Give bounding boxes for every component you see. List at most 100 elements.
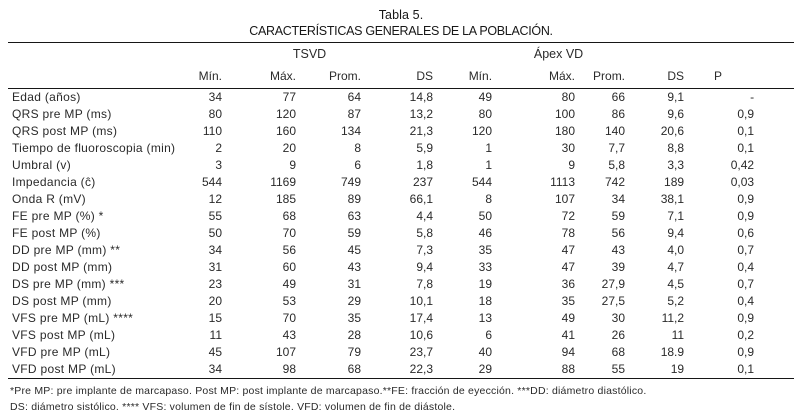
cell-value: 0,9: [737, 209, 755, 223]
cell-value: 20: [208, 294, 222, 308]
cell-value: 23,7: [409, 345, 434, 359]
column-header-mx-1: Máx.: [222, 64, 296, 89]
cell-value: 15: [208, 311, 222, 325]
cell-value: 120: [275, 107, 296, 121]
cell-value: 9,4: [667, 226, 685, 240]
table-row: Tiempo de fluoroscopia (min) 2 20 8 5,9 1 30 7,…: [8, 140, 794, 157]
cell-value: 43: [611, 243, 626, 257]
group-header-row: TSVD Ápex VD: [8, 43, 794, 65]
cell-value: 22,3: [361, 361, 434, 379]
cell-value: 237: [413, 175, 434, 189]
table-row: DD post MP (mm) 31 60 43 9,4 33 47 39 4,7 0,4: [8, 259, 794, 276]
cell-value: 10,1: [409, 294, 434, 308]
row-label: DD pre MP (mm) **: [12, 243, 121, 257]
cell-value: 1: [485, 141, 493, 155]
cell-value: 4,0: [667, 243, 685, 257]
cell-value: 0,4: [737, 294, 755, 308]
table-row: Edad (años) 34 77 64 14,8 49 80 66 9,1 -: [8, 89, 794, 107]
cell-value: 0,4: [737, 260, 755, 274]
row-label: VFD pre MP (mL): [12, 345, 111, 359]
cell-value: 43: [282, 328, 296, 342]
cell-value: 27,9: [601, 277, 626, 291]
table-row: VFS post MP (mL) 11 43 28 10,6 6 41 26 11 0,2: [8, 327, 794, 344]
cell-value: 45: [347, 243, 361, 257]
group-header-spacer: [8, 43, 186, 65]
cell-value: 86: [611, 107, 626, 121]
cell-value: 7,7: [608, 141, 626, 155]
cell-value: 23: [208, 277, 222, 291]
row-label: QRS post MP (ms): [12, 124, 118, 138]
cell-value: 33: [478, 260, 493, 274]
cell-value: 56: [611, 226, 626, 240]
cell-value: 14,8: [409, 90, 434, 104]
cell-value: 94: [561, 345, 576, 359]
cell-value: 45: [208, 345, 222, 359]
column-header-row: Mín. Máx. Prom. DS Mín. Máx. Prom. DS P: [8, 64, 795, 89]
cell-value: 4,5: [667, 277, 685, 291]
cell-value: 59: [347, 226, 361, 240]
cell-value: 4,4: [416, 209, 434, 223]
cell-value: 50: [208, 226, 222, 240]
cell-value: 9,4: [416, 260, 434, 274]
cell-value: 1113: [550, 175, 576, 189]
cell-value: 0,6: [737, 226, 755, 240]
cell-value: 49: [561, 311, 576, 325]
cell-value: 80: [561, 90, 576, 104]
cell-value: 80: [208, 107, 222, 121]
cell-value: 68: [611, 345, 626, 359]
row-label: Umbral (v): [12, 158, 71, 172]
cell-value: 41: [561, 328, 576, 342]
cell-value: 64: [347, 90, 361, 104]
cell-value: 38,1: [660, 192, 685, 206]
cell-value: 1,8: [416, 158, 434, 172]
cell-value: 60: [282, 260, 296, 274]
column-header-prom-6: Prom.: [575, 64, 626, 89]
cell-value: 134: [340, 124, 361, 138]
cell-value: 26: [611, 328, 626, 342]
cell-value: 55: [575, 361, 626, 379]
cell-value: 107: [275, 345, 296, 359]
cell-value: 0,03: [730, 175, 755, 189]
footnote-line-2: DS: diámetro sistólico. **** VFS: volume…: [10, 401, 456, 413]
row-label: DS pre MP (mm) ***: [12, 277, 125, 291]
cell-value: 49: [478, 90, 493, 104]
cell-value: 1169: [270, 175, 296, 189]
cell-value: 9: [289, 158, 296, 172]
cell-value: 18.9: [660, 345, 685, 359]
table-row: QRS pre MP (ms) 80 120 87 13,2 80 100 86 9,6 0,9: [8, 106, 794, 123]
row-label: Tiempo de fluoroscopia (min): [12, 141, 176, 155]
cell-value: 43: [347, 260, 361, 274]
cell-value: 77: [282, 90, 296, 104]
cell-value: 19: [478, 277, 493, 291]
group-header-apex-vd: Ápex VD: [533, 46, 584, 61]
cell-value: 11: [671, 328, 685, 342]
cell-value: 31: [208, 260, 222, 274]
row-label: Edad (años): [12, 90, 81, 104]
footnote-line-1: *Pre MP: pre implante de marcapaso. Post…: [10, 385, 647, 397]
cell-value: 68: [282, 209, 296, 223]
cell-value: 160: [275, 124, 296, 138]
cell-value: 17,4: [409, 311, 434, 325]
row-label: Impedancia (ĉ): [12, 175, 96, 189]
group-header-spacer-p: [684, 43, 794, 65]
cell-value: 78: [561, 226, 576, 240]
cell-value: 11: [209, 328, 222, 342]
cell-value: 742: [605, 175, 626, 189]
cell-value: 0,9: [737, 311, 755, 325]
cell-value: 21,3: [409, 124, 434, 138]
cell-value: 70: [282, 311, 296, 325]
column-header-p-8: P: [684, 64, 795, 89]
column-header-variable: [8, 64, 186, 89]
column-header-mn-4: Mín.: [433, 64, 493, 89]
cell-value: 0,1: [684, 361, 795, 379]
cell-value: 88: [492, 361, 576, 379]
cell-value: 34: [186, 361, 222, 379]
cell-value: 189: [664, 175, 685, 189]
cell-value: 749: [340, 175, 361, 189]
cell-value: 34: [208, 90, 222, 104]
cell-value: 66: [611, 90, 626, 104]
cell-value: 9: [568, 158, 576, 172]
cell-value: 27,5: [601, 294, 626, 308]
cell-value: 79: [347, 345, 361, 359]
cell-value: 34: [208, 243, 222, 257]
